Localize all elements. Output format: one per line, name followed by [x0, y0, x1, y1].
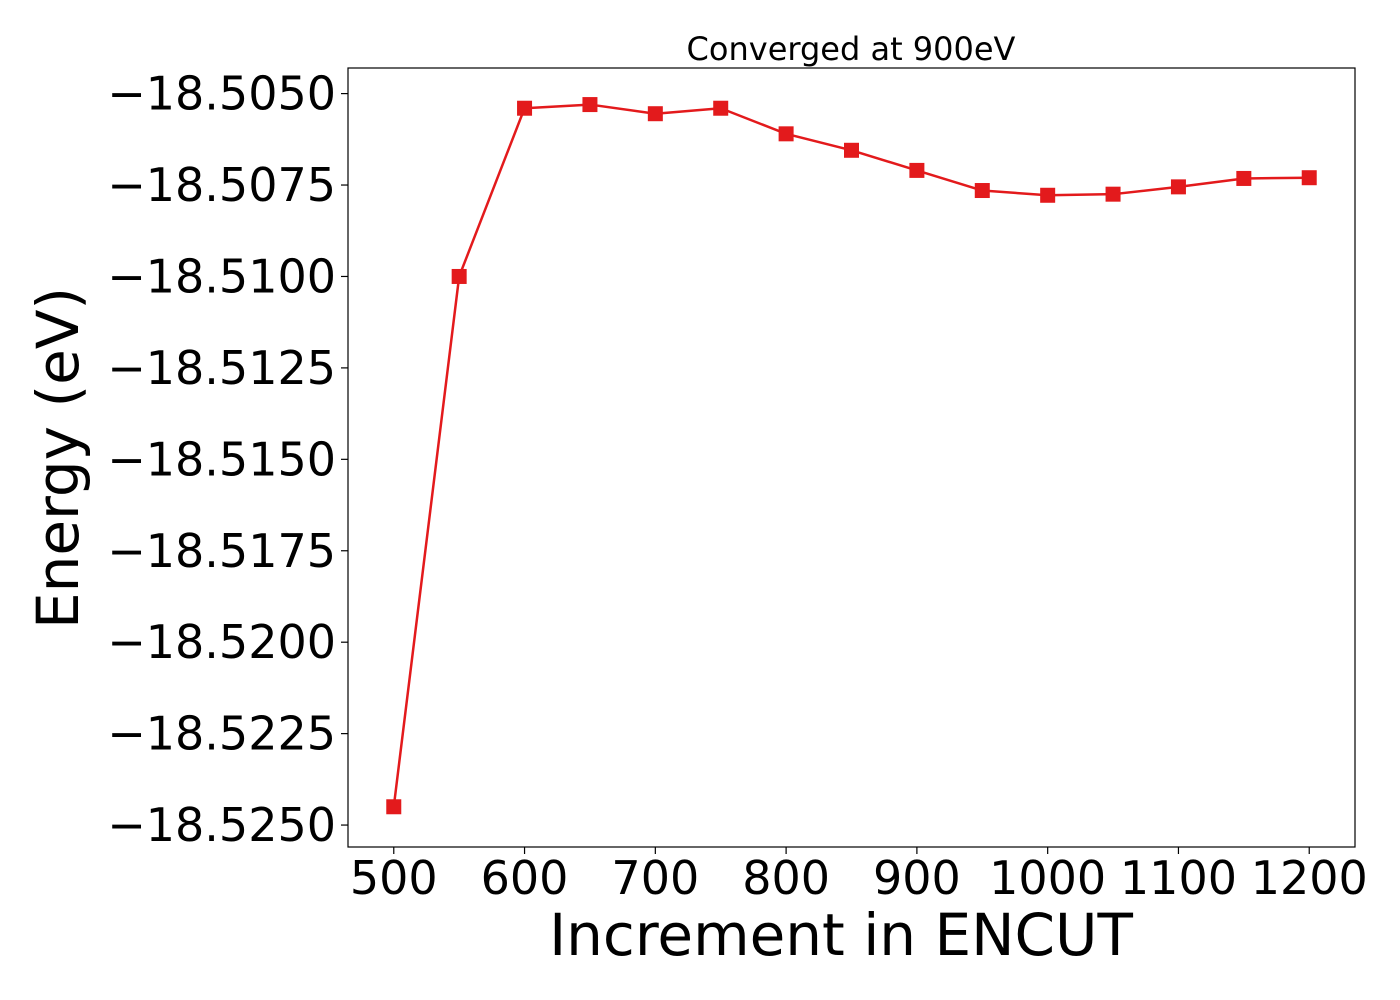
data-point [1105, 186, 1121, 202]
data-point [1170, 179, 1186, 195]
x-tick-label: 900 [873, 851, 961, 905]
data-point [647, 106, 663, 122]
y-tick-label: −18.5075 [107, 158, 336, 212]
x-tick-label: 500 [350, 851, 438, 905]
series-line [392, 103, 1310, 807]
y-axis-label: Energy (eV) [24, 287, 92, 629]
x-tick-label: 600 [481, 851, 569, 905]
data-point [713, 100, 729, 116]
y-tick-label: −18.5100 [107, 249, 336, 303]
x-tick-label: 1200 [1251, 851, 1368, 905]
y-tick-label: −18.5250 [107, 798, 336, 852]
data-point [1301, 170, 1317, 186]
data-point [909, 162, 925, 178]
data-point [974, 183, 990, 199]
data-point [778, 126, 794, 142]
axes-frame [347, 67, 1356, 848]
x-tick-label: 700 [611, 851, 699, 905]
data-point [1040, 187, 1056, 203]
x-tick-label: 800 [742, 851, 830, 905]
data-point [451, 268, 467, 284]
plot-area: 500 600 700 800 900 1000 1100 1200 −18.5050 −18.5… [107, 67, 1368, 905]
y-tick-label: −18.5125 [107, 341, 336, 395]
data-point [582, 97, 598, 113]
data-point [386, 799, 402, 815]
x-tick-label: 1100 [1120, 851, 1237, 905]
data-point [517, 100, 533, 116]
y-tick-label: −18.5225 [107, 707, 336, 761]
data-point [844, 142, 859, 158]
data-point [1236, 170, 1252, 186]
y-tick-label: −18.5050 [107, 67, 336, 121]
chart-title: Converged at 900eV [687, 30, 1016, 68]
x-axis-label: Increment in ENCUT [549, 901, 1133, 969]
x-tick-label: 1000 [989, 851, 1106, 905]
y-tick-label: −18.5200 [107, 615, 336, 669]
y-tick-label: −18.5150 [107, 432, 336, 486]
y-tick-label: −18.5175 [107, 524, 336, 578]
